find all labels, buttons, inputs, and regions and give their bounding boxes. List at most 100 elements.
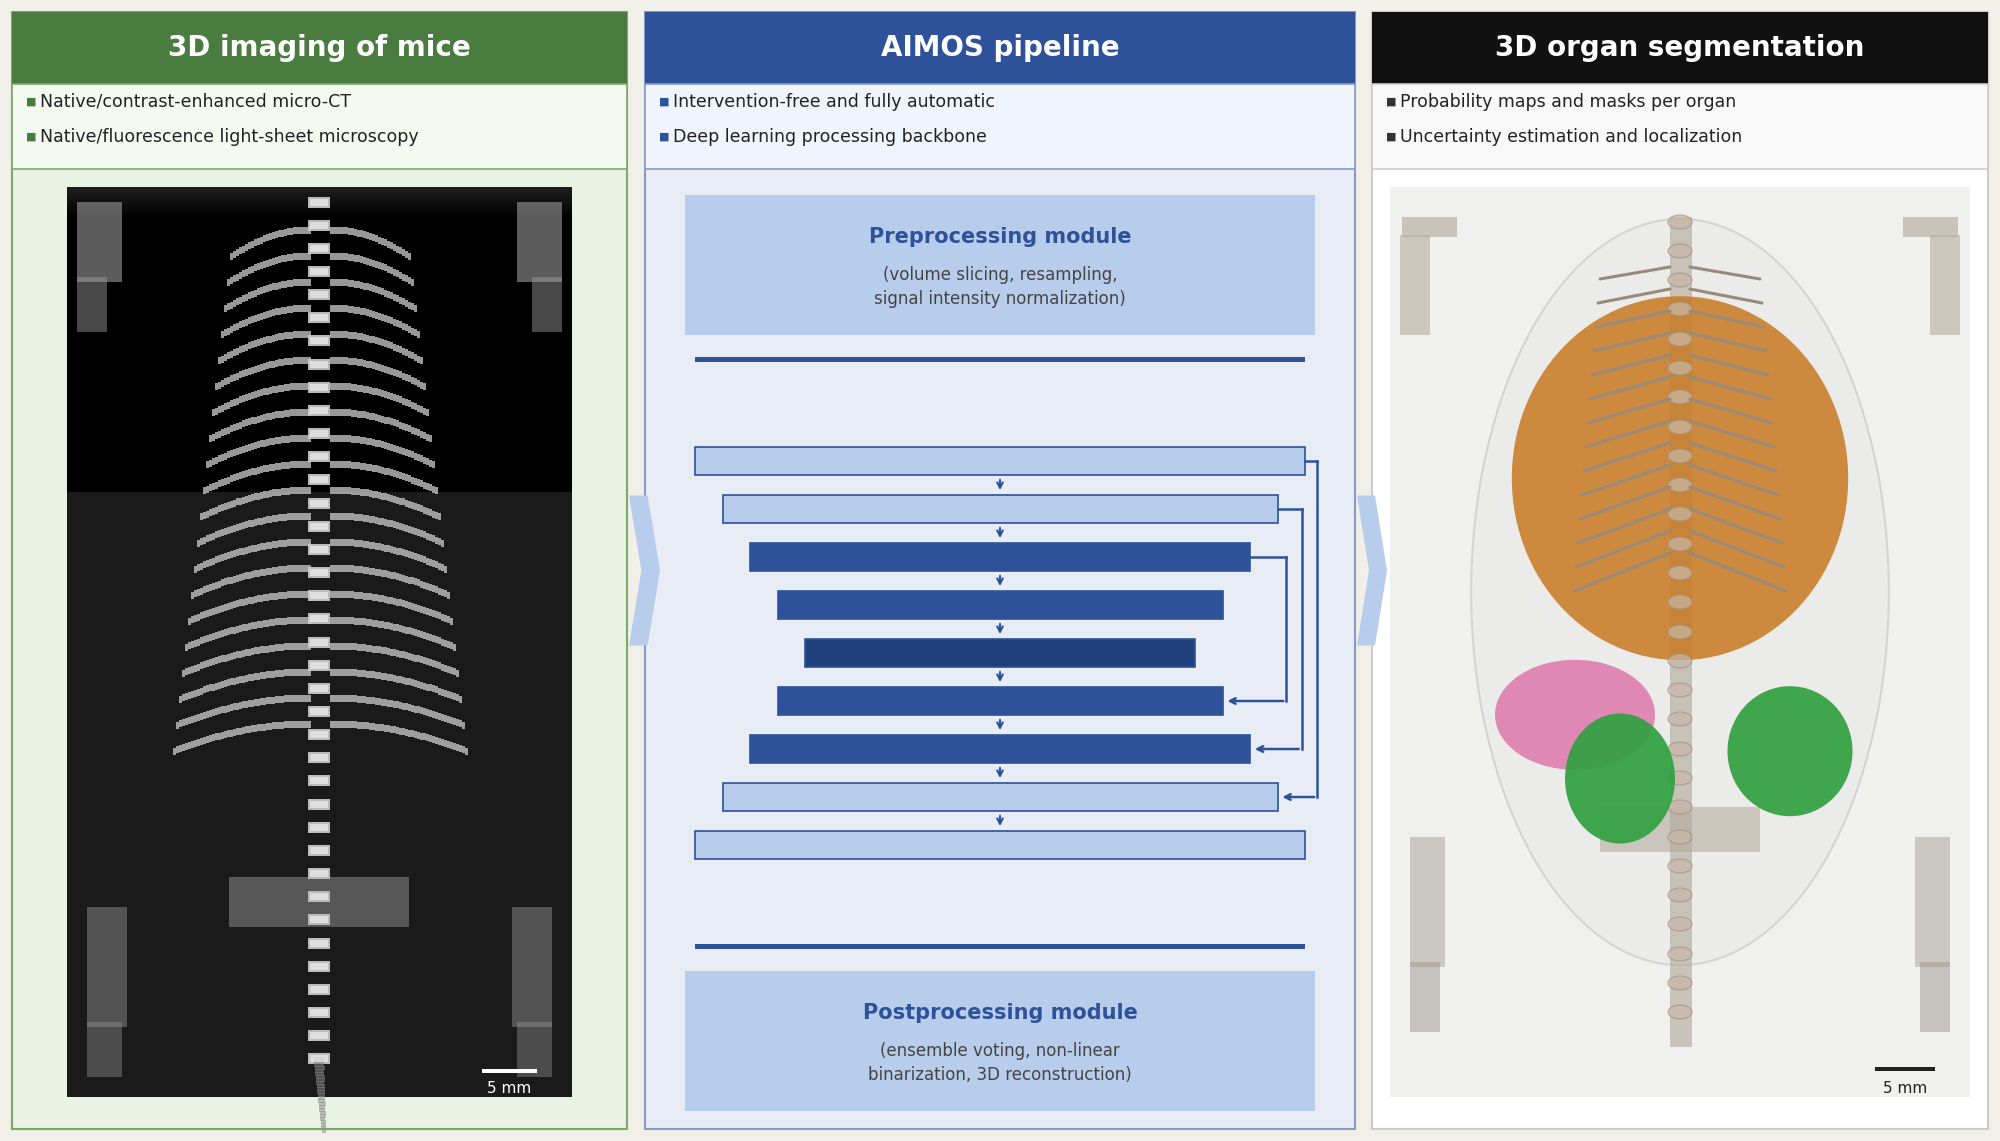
Bar bbox=[68, 333, 572, 335]
Bar bbox=[346, 695, 348, 702]
Bar bbox=[400, 422, 402, 429]
Bar bbox=[346, 435, 348, 442]
Bar bbox=[1410, 962, 1440, 1031]
Bar bbox=[242, 573, 244, 580]
Bar bbox=[252, 468, 254, 475]
Ellipse shape bbox=[1668, 215, 1692, 229]
Bar bbox=[232, 703, 236, 710]
Bar bbox=[342, 513, 346, 520]
Bar bbox=[230, 704, 232, 711]
Bar bbox=[456, 670, 460, 677]
Bar bbox=[240, 297, 242, 304]
Bar bbox=[436, 686, 438, 693]
Bar bbox=[12, 13, 628, 84]
Bar bbox=[208, 683, 212, 691]
Bar bbox=[68, 301, 572, 304]
Bar bbox=[436, 737, 438, 744]
Bar bbox=[68, 416, 572, 420]
Bar bbox=[388, 545, 390, 552]
Bar bbox=[68, 217, 572, 220]
Bar bbox=[332, 721, 336, 728]
Bar bbox=[412, 327, 414, 335]
Bar bbox=[420, 682, 424, 689]
Bar bbox=[296, 227, 300, 234]
Bar bbox=[68, 371, 572, 374]
Bar bbox=[68, 487, 572, 489]
Bar bbox=[272, 593, 276, 600]
Bar bbox=[68, 349, 572, 353]
Bar bbox=[376, 235, 378, 242]
Bar bbox=[68, 430, 572, 432]
Bar bbox=[218, 480, 220, 487]
Bar bbox=[432, 685, 436, 691]
Bar bbox=[412, 377, 414, 385]
Bar bbox=[356, 540, 360, 547]
Ellipse shape bbox=[1668, 830, 1692, 844]
Bar bbox=[308, 305, 312, 311]
Bar bbox=[336, 305, 340, 311]
Bar bbox=[348, 228, 352, 235]
Bar bbox=[220, 655, 224, 662]
Bar bbox=[264, 491, 266, 497]
Bar bbox=[308, 359, 330, 370]
Bar bbox=[296, 565, 300, 572]
Bar bbox=[384, 545, 388, 552]
Bar bbox=[302, 565, 304, 572]
Bar bbox=[216, 607, 218, 614]
Bar bbox=[68, 365, 572, 369]
Bar bbox=[68, 385, 572, 388]
Bar bbox=[354, 540, 356, 547]
Bar bbox=[412, 730, 414, 737]
Bar bbox=[260, 466, 264, 474]
Bar bbox=[428, 735, 432, 742]
Bar bbox=[436, 636, 438, 644]
Bar bbox=[372, 234, 376, 241]
Bar bbox=[68, 339, 572, 342]
Bar bbox=[216, 632, 218, 639]
Bar bbox=[346, 513, 348, 520]
Bar bbox=[304, 383, 308, 390]
Bar bbox=[272, 645, 276, 652]
Bar bbox=[224, 604, 228, 610]
Bar bbox=[364, 722, 366, 729]
Bar bbox=[392, 319, 396, 326]
Bar bbox=[404, 525, 408, 532]
Bar bbox=[256, 262, 260, 270]
Bar bbox=[242, 345, 244, 353]
Bar bbox=[366, 309, 368, 316]
Bar bbox=[268, 568, 272, 575]
Bar bbox=[372, 285, 376, 292]
Bar bbox=[68, 436, 572, 439]
Bar bbox=[384, 699, 388, 706]
Bar bbox=[196, 564, 200, 570]
Bar bbox=[372, 516, 376, 523]
Bar bbox=[308, 544, 330, 555]
Bar bbox=[248, 520, 252, 527]
Bar bbox=[390, 572, 392, 578]
Bar bbox=[304, 644, 308, 650]
Bar bbox=[342, 383, 346, 390]
Bar bbox=[364, 437, 366, 444]
Bar bbox=[392, 394, 396, 400]
Bar bbox=[266, 671, 268, 678]
Bar bbox=[404, 729, 408, 736]
Bar bbox=[256, 416, 260, 423]
Bar bbox=[278, 722, 280, 729]
Bar bbox=[288, 358, 290, 365]
Bar bbox=[68, 246, 572, 249]
Bar bbox=[292, 695, 296, 702]
Bar bbox=[340, 721, 342, 728]
Bar bbox=[364, 308, 366, 315]
Bar bbox=[360, 592, 364, 599]
Bar bbox=[68, 268, 572, 272]
Bar bbox=[424, 733, 426, 741]
Bar bbox=[266, 466, 268, 472]
Bar bbox=[68, 386, 572, 389]
Bar bbox=[68, 310, 572, 313]
Bar bbox=[68, 413, 572, 416]
Bar bbox=[268, 671, 272, 678]
Bar bbox=[232, 500, 236, 507]
Bar bbox=[68, 405, 572, 408]
Bar bbox=[424, 507, 426, 513]
Bar bbox=[296, 669, 300, 675]
